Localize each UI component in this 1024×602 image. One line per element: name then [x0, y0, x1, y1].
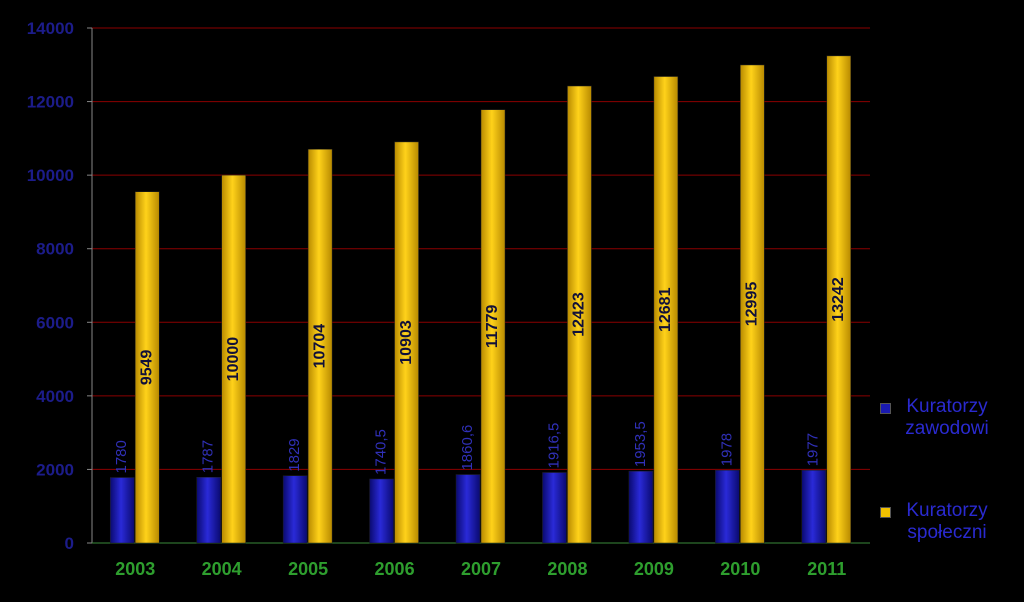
- x-tick-label: 2009: [634, 559, 674, 579]
- data-label: 1978: [718, 433, 735, 466]
- bar: [480, 109, 506, 544]
- y-tick-label: 4000: [36, 387, 74, 406]
- bar: [134, 191, 160, 544]
- data-label: 1953,5: [632, 421, 649, 467]
- bar: [826, 55, 852, 544]
- bar: [394, 141, 419, 544]
- bar: [221, 174, 246, 544]
- bar: [628, 470, 654, 544]
- bar: [715, 469, 740, 544]
- bar: [369, 478, 394, 544]
- x-tick-label: 2004: [202, 559, 242, 579]
- y-tick-label: 14000: [27, 19, 74, 38]
- bar: [455, 474, 481, 544]
- y-tick-label: 2000: [36, 460, 74, 479]
- x-tick-label: 2011: [807, 559, 846, 579]
- data-label: 10903: [398, 320, 415, 365]
- legend-swatch: [880, 403, 891, 414]
- data-label: 12681: [657, 287, 674, 332]
- x-tick-label: 2007: [461, 559, 501, 579]
- bar: [740, 64, 765, 544]
- y-tick-label: 6000: [36, 313, 74, 332]
- y-tick-label: 10000: [27, 166, 74, 185]
- x-tick-label: 2008: [547, 559, 587, 579]
- bar: [653, 76, 679, 544]
- bar: [801, 470, 827, 544]
- data-label: 11779: [484, 304, 501, 348]
- legend-item: Kuratorzy społeczni: [880, 500, 1010, 544]
- x-tick-label: 2006: [375, 559, 415, 579]
- y-tick-label: 0: [65, 534, 74, 553]
- data-label: 1740,5: [373, 429, 390, 475]
- data-label: 10000: [225, 337, 242, 382]
- bar: [109, 477, 135, 544]
- data-label: 1780: [113, 440, 130, 473]
- data-label: 9549: [138, 349, 155, 385]
- legend-label: Kuratorzy zawodowi: [905, 396, 989, 439]
- data-label: 10704: [311, 324, 328, 369]
- data-label: 13242: [830, 277, 847, 322]
- bar: [196, 477, 221, 544]
- bar: [282, 475, 308, 544]
- data-label: 12423: [571, 292, 588, 337]
- data-label: 1787: [200, 440, 217, 473]
- data-label: 1829: [286, 438, 303, 471]
- y-tick-label: 12000: [27, 93, 74, 112]
- x-tick-label: 2005: [288, 559, 328, 579]
- bar: [542, 472, 567, 544]
- legend-swatch: [880, 507, 891, 518]
- data-label: 1977: [805, 433, 822, 466]
- data-label: 1860,6: [459, 425, 476, 471]
- x-tick-label: 2003: [115, 559, 155, 579]
- data-label: 1916,5: [545, 423, 562, 469]
- bar: [567, 85, 592, 544]
- legend-label: Kuratorzy społeczni: [906, 500, 988, 543]
- x-tick-label: 2010: [720, 559, 760, 579]
- legend-item: Kuratorzy zawodowi: [880, 396, 1010, 440]
- y-tick-label: 8000: [36, 240, 74, 259]
- data-label: 12995: [744, 282, 761, 327]
- bar: [307, 148, 333, 544]
